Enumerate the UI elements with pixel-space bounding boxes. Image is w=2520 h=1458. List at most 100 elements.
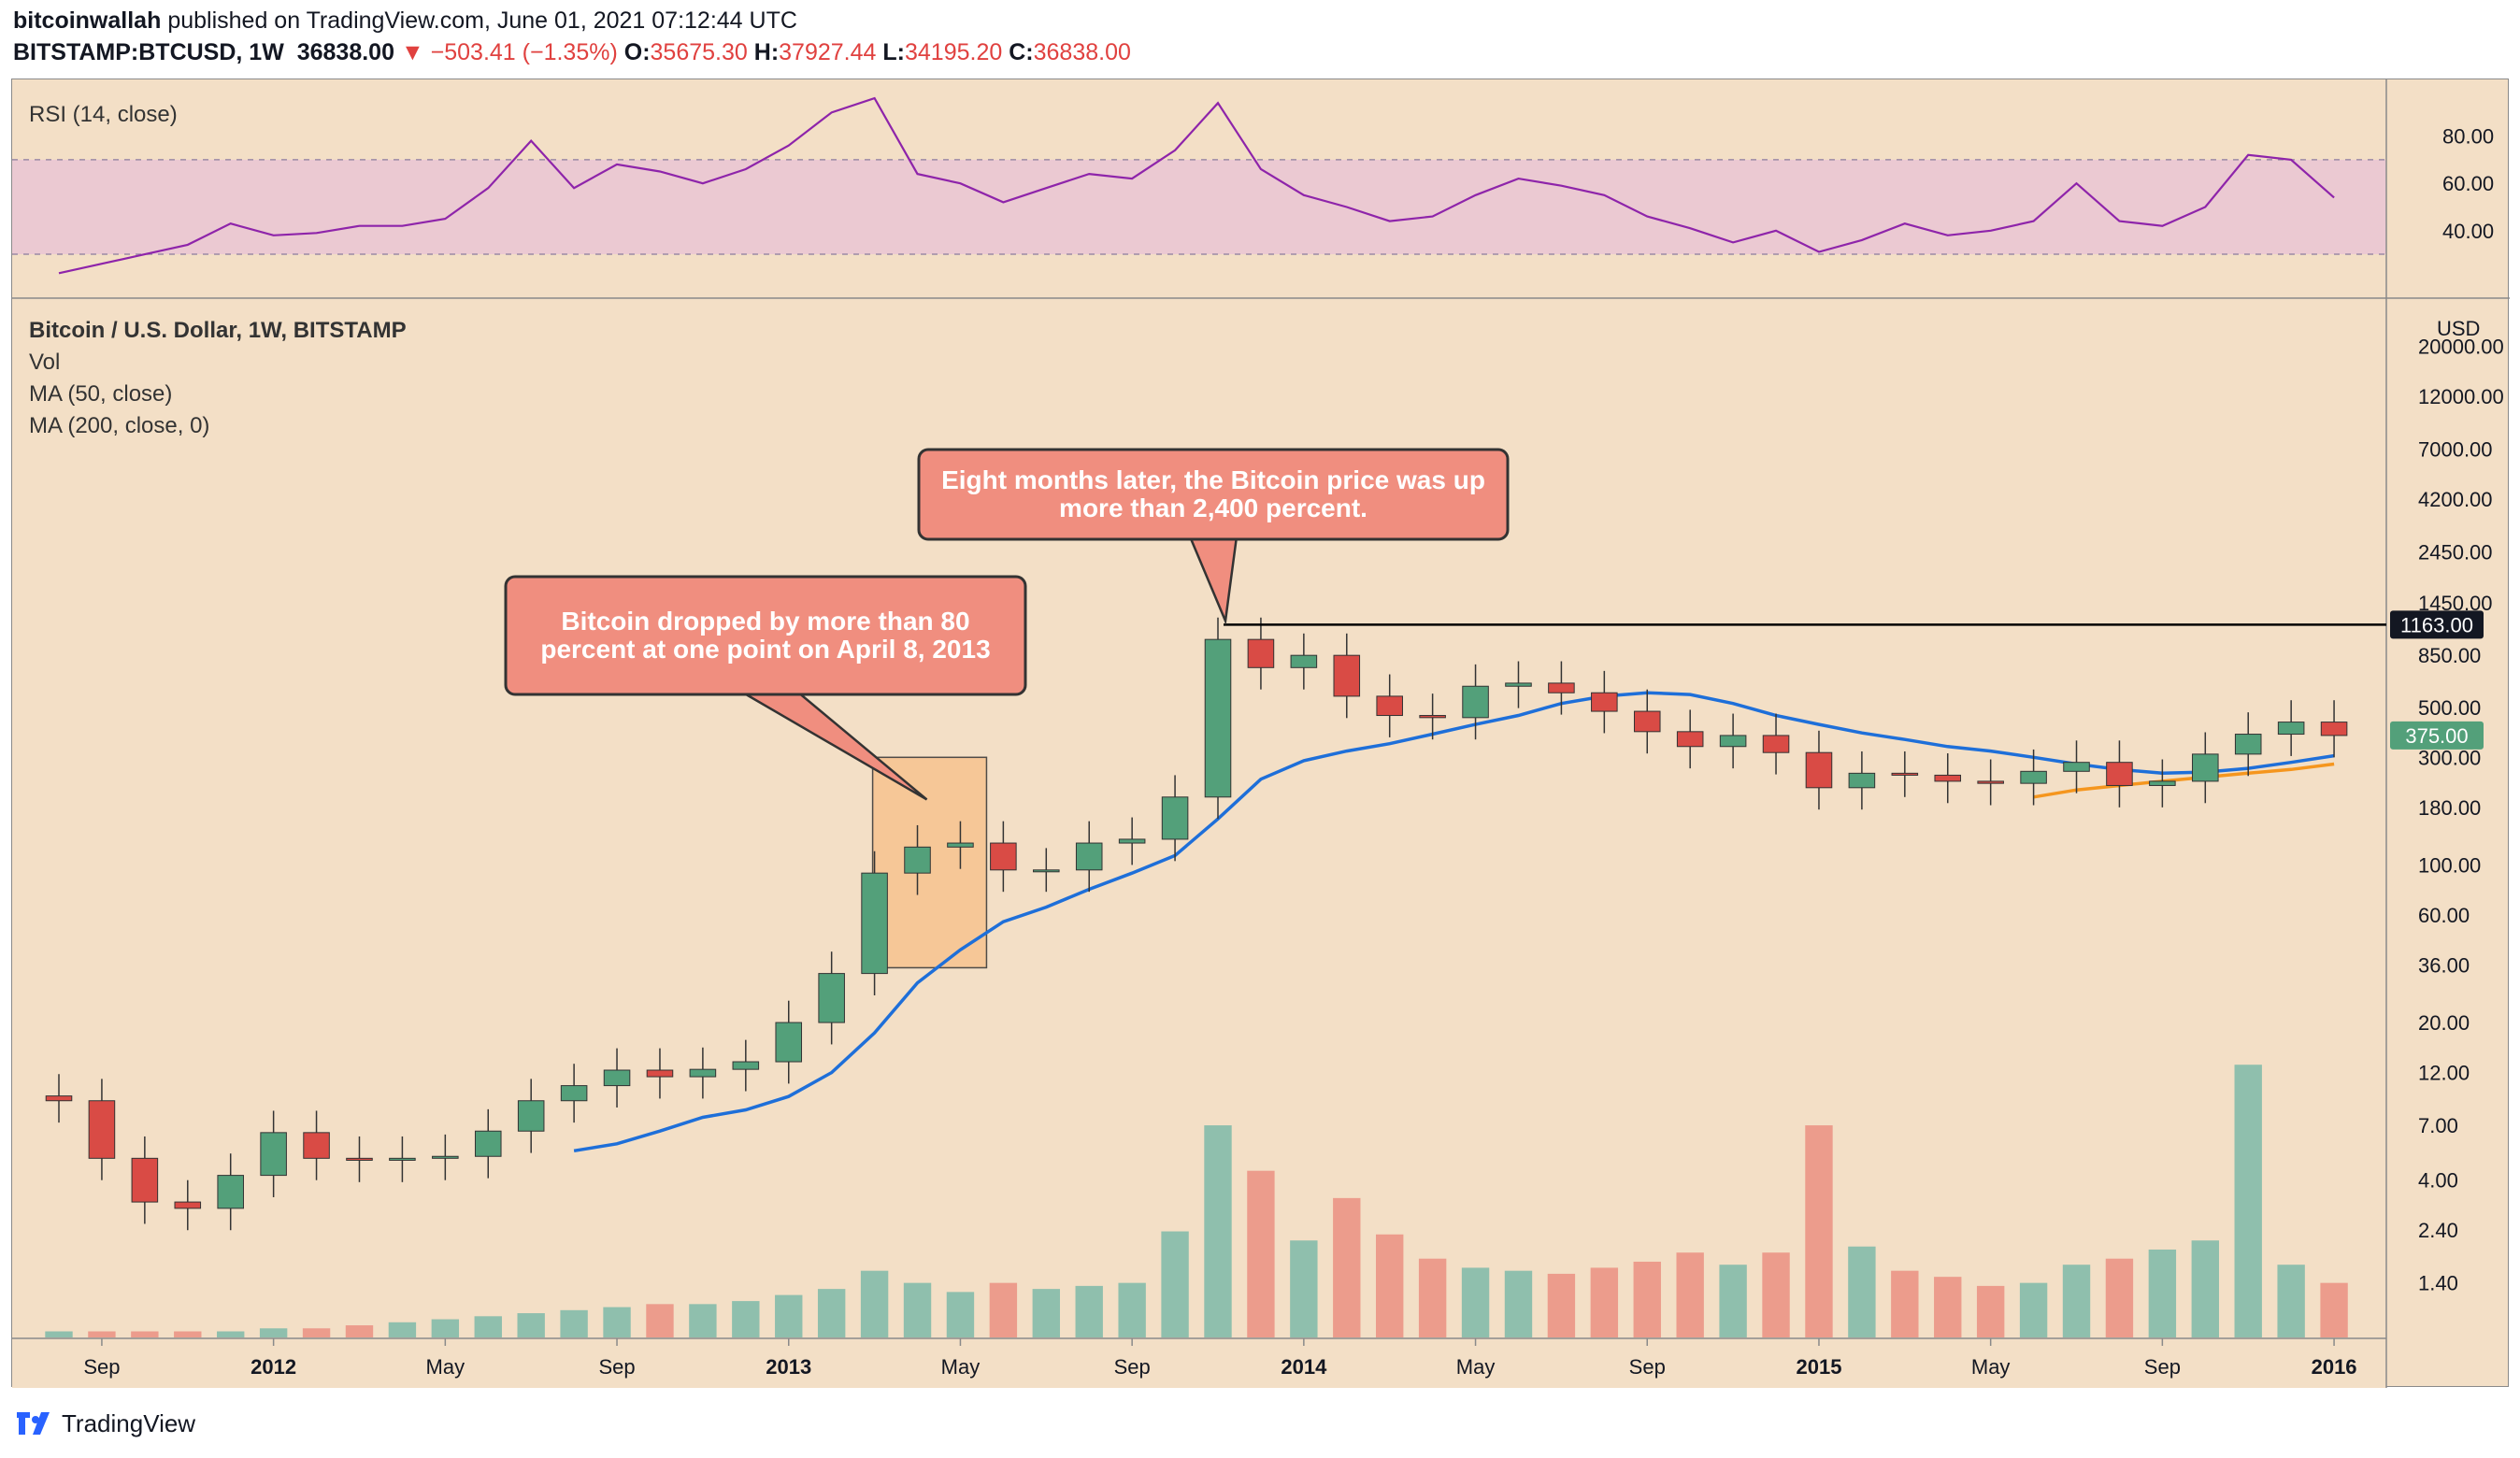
candle-body	[2149, 780, 2176, 786]
candle-body	[2192, 753, 2219, 782]
candle-body	[1934, 774, 1962, 782]
volume-bar	[517, 1313, 545, 1337]
volume-bar	[302, 1328, 331, 1337]
candle-body	[1161, 796, 1189, 840]
candle-body	[1548, 682, 1575, 693]
rsi-band	[12, 159, 2386, 255]
candle-body	[1505, 682, 1532, 687]
candle-body	[990, 842, 1017, 871]
price-tick-9: 180.00	[2418, 796, 2481, 820]
rsi-tick-0: 80.00	[2442, 125, 2494, 149]
candle-body	[1891, 772, 1919, 776]
price-tick-4: 2450.00	[2418, 540, 2493, 564]
chart-canvas[interactable]: RSI (14, close) 80.00 60.00 40.00 20000.00…	[12, 79, 2510, 1388]
candle-body	[1247, 638, 1275, 668]
time-tick-7: 2014	[1281, 1355, 1327, 1379]
volume-bar	[1075, 1285, 1103, 1337]
volume-bar	[860, 1270, 889, 1337]
volume-bar	[689, 1304, 717, 1337]
candle-body	[1033, 869, 1060, 873]
high-label: H:	[753, 39, 780, 65]
rsi-series-line	[58, 96, 2335, 275]
volume-bar	[2148, 1249, 2177, 1337]
volume-bar	[474, 1316, 502, 1337]
candle-body	[303, 1132, 330, 1159]
candle-body	[2320, 722, 2348, 736]
volume-bar	[2277, 1265, 2305, 1337]
time-tick-10: 2015	[1796, 1355, 1841, 1379]
volume-bar	[1848, 1246, 1876, 1337]
volume-bars	[45, 1065, 2348, 1337]
price-tick-17: 2.40	[2418, 1219, 2458, 1242]
last-price-tag-bg	[2390, 721, 2484, 750]
candle-body	[474, 1130, 502, 1157]
volume-bar	[1204, 1125, 1232, 1337]
volume-bar	[1504, 1270, 1533, 1337]
callout-2[interactable]: Eight months later, the Bitcoin price wa…	[917, 448, 1510, 626]
main-legend-title: Bitcoin / U.S. Dollar, 1W, BITSTAMP	[29, 318, 407, 343]
volume-bar	[1891, 1270, 1919, 1337]
volume-bar	[1333, 1197, 1361, 1337]
candle-body	[432, 1155, 459, 1159]
volume-bar	[1461, 1267, 1490, 1337]
candle-body	[775, 1022, 803, 1063]
callout-1[interactable]: Bitcoin dropped by more than 80 percent …	[504, 575, 1027, 801]
volume-bar	[217, 1331, 245, 1337]
volume-bar	[174, 1331, 202, 1337]
legend-ma50: MA (50, close)	[29, 381, 172, 407]
candle-body	[1591, 692, 1618, 712]
time-tick-9: Sep	[1629, 1355, 1666, 1379]
time-tick-1: 2012	[251, 1355, 296, 1379]
candle-body	[2277, 722, 2305, 736]
volume-bar	[88, 1331, 116, 1337]
candle-body	[1633, 710, 1661, 733]
footer-brand[interactable]: TradingView	[62, 1408, 196, 1437]
last-price-tag-text: 375.00	[2405, 724, 2468, 748]
legend-vol: Vol	[29, 350, 60, 375]
candle-body	[2234, 734, 2262, 755]
candle-body	[689, 1068, 717, 1078]
ma50-line	[573, 691, 2335, 1153]
price-axis: 20000.0012000.007000.004200.002450.00145…	[2418, 335, 2504, 1294]
close-label: C:	[1009, 39, 1034, 65]
close-value: 36838.00	[1033, 39, 1131, 65]
symbol-label[interactable]: BITSTAMP:BTCUSD, 1W	[13, 39, 284, 65]
candle-body	[603, 1069, 631, 1087]
volume-bar	[1118, 1282, 1146, 1337]
time-tick-5: May	[941, 1355, 981, 1379]
rsi-legend: RSI (14, close)	[29, 102, 178, 127]
price-tick-0: 20000.00	[2418, 335, 2504, 358]
ath-price-tag-text: 1163.00	[2400, 613, 2473, 636]
callout-2-text: Eight months later, the Bitcoin price wa…	[941, 465, 1485, 522]
volume-bar	[131, 1331, 159, 1337]
candle-body	[260, 1132, 287, 1177]
price-tick-12: 36.00	[2418, 953, 2470, 977]
candle-body	[1204, 638, 1232, 798]
candle-body	[560, 1085, 588, 1102]
volume-bar	[1676, 1252, 1704, 1337]
price-tick-3: 4200.00	[2418, 488, 2493, 511]
chart-frame[interactable]: RSI (14, close) 80.00 60.00 40.00 20000.00…	[11, 79, 2510, 1388]
candle-body	[2106, 762, 2133, 786]
last-price: 36838.00	[296, 39, 394, 65]
candle-body	[732, 1061, 760, 1070]
high-value: 37927.44	[779, 39, 877, 65]
ma200-line	[2033, 762, 2335, 799]
author-name[interactable]: bitcoinwallah	[13, 7, 162, 34]
volume-bar	[2234, 1065, 2262, 1337]
volume-bar	[1934, 1277, 1962, 1337]
time-tick-6: Sep	[1114, 1355, 1151, 1379]
volume-bar	[1247, 1170, 1275, 1337]
price-tick-13: 20.00	[2418, 1011, 2470, 1035]
candle-body	[1290, 654, 1318, 668]
price-tick-15: 7.00	[2418, 1114, 2458, 1137]
callout-1-text-wrap: Bitcoin dropped by more than 80 percent …	[540, 608, 990, 664]
volume-bar	[732, 1301, 760, 1337]
price-tick-18: 1.40	[2418, 1272, 2458, 1295]
time-tick-4: 2013	[766, 1355, 811, 1379]
candle-body	[904, 846, 931, 874]
tradingview-logo-icon[interactable]	[13, 1408, 54, 1438]
price-tick-1: 12000.00	[2418, 385, 2504, 408]
candle-body	[517, 1100, 545, 1132]
price-tick-8: 300.00	[2418, 746, 2481, 769]
